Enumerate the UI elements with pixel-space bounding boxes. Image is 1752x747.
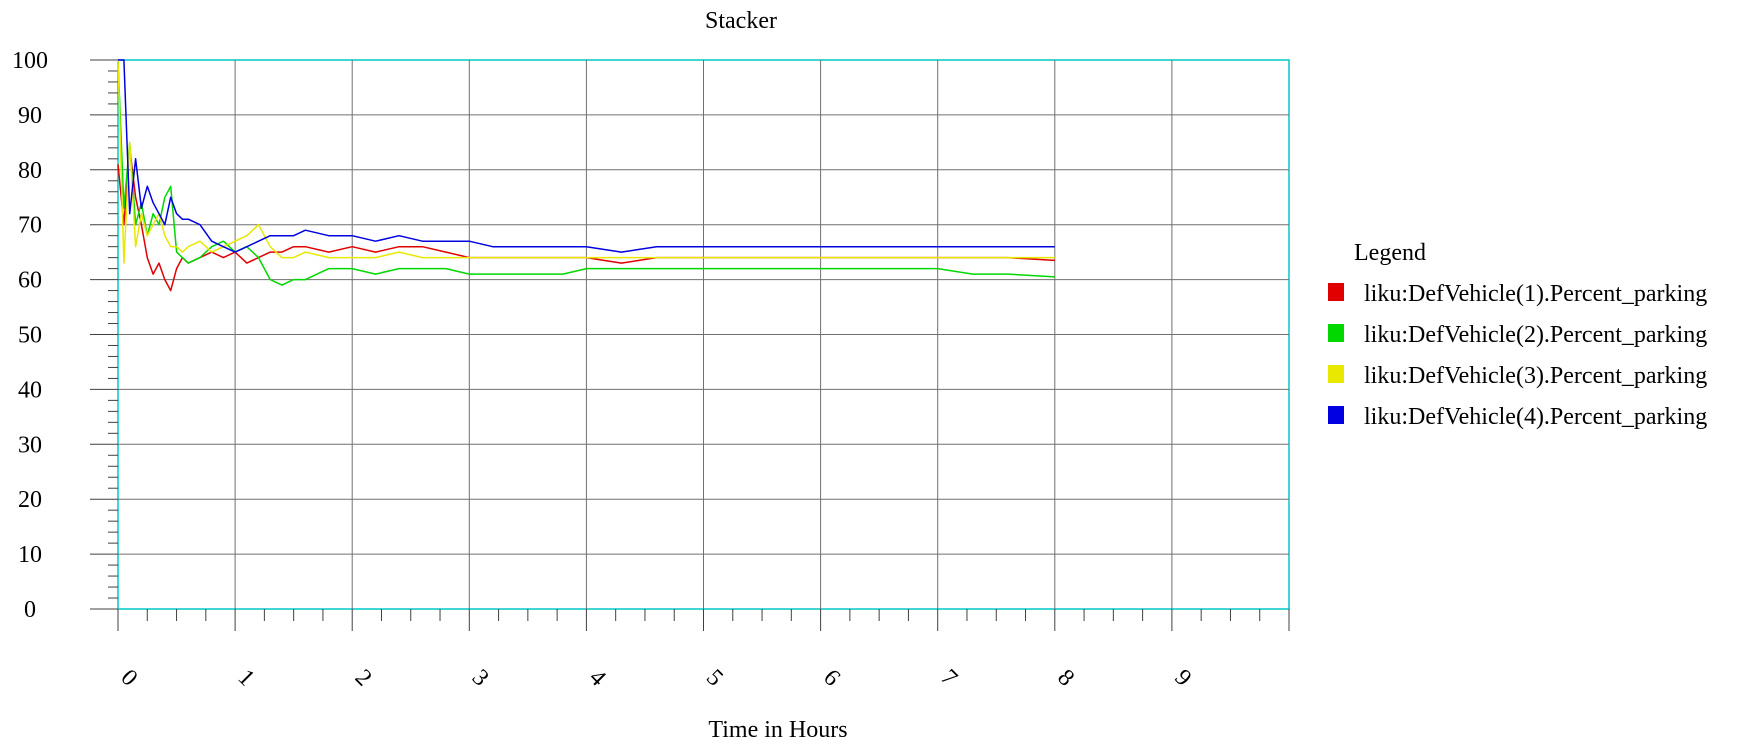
legend-label: liku:DefVehicle(2).Percent_parking [1364,322,1707,348]
y-tick-label: 40 [18,377,42,403]
y-tick-label: 20 [18,487,42,513]
series-line-4 [118,59,1055,253]
legend-swatch [1328,283,1344,301]
y-tick-label: 30 [18,432,42,458]
y-tick-label: 0 [24,597,36,623]
y-tick-label: 100 [12,48,48,74]
legend-swatch [1328,365,1344,383]
legend-swatch [1328,406,1344,424]
chart-title: Stacker [705,8,777,34]
series-line-2 [117,59,1055,286]
x-tick-labels: 0 1 2 3 4 5 6 7 8 9 [116,665,1197,692]
y-tick-label: 80 [18,158,42,184]
y-tick-label: 90 [18,103,42,129]
x-tick-label: 4 [584,665,611,692]
legend: Legend liku:DefVehicle(1).Percent_parkin… [1328,240,1707,430]
x-tick-label: 9 [1169,665,1196,692]
x-tick-label: 2 [350,665,377,692]
x-tick-label: 3 [467,665,494,692]
legend-label: liku:DefVehicle(4).Percent_parking [1364,404,1707,430]
legend-title: Legend [1354,240,1426,266]
legend-swatch [1328,324,1344,342]
x-tick-label: 6 [818,665,845,692]
x-tick-label: 0 [116,665,143,692]
series-lines [117,59,1055,292]
x-axis-label: Time in Hours [708,717,847,743]
series-line-3 [117,59,1055,264]
legend-label: liku:DefVehicle(1).Percent_parking [1364,281,1707,307]
x-tick-label: 8 [1052,665,1079,692]
y-tick-label: 10 [18,542,42,568]
x-tick-label: 5 [701,665,728,692]
x-tick-label: 1 [233,665,260,692]
axes [90,59,1290,631]
legend-label: liku:DefVehicle(3).Percent_parking [1364,363,1707,389]
gridlines [118,60,1289,609]
y-tick-label: 70 [18,213,42,239]
y-tick-label: 50 [18,323,42,349]
x-tick-label: 7 [935,665,962,692]
y-tick-labels: 0 10 20 30 40 50 60 70 80 90 100 [12,48,48,623]
y-tick-label: 60 [18,268,42,294]
